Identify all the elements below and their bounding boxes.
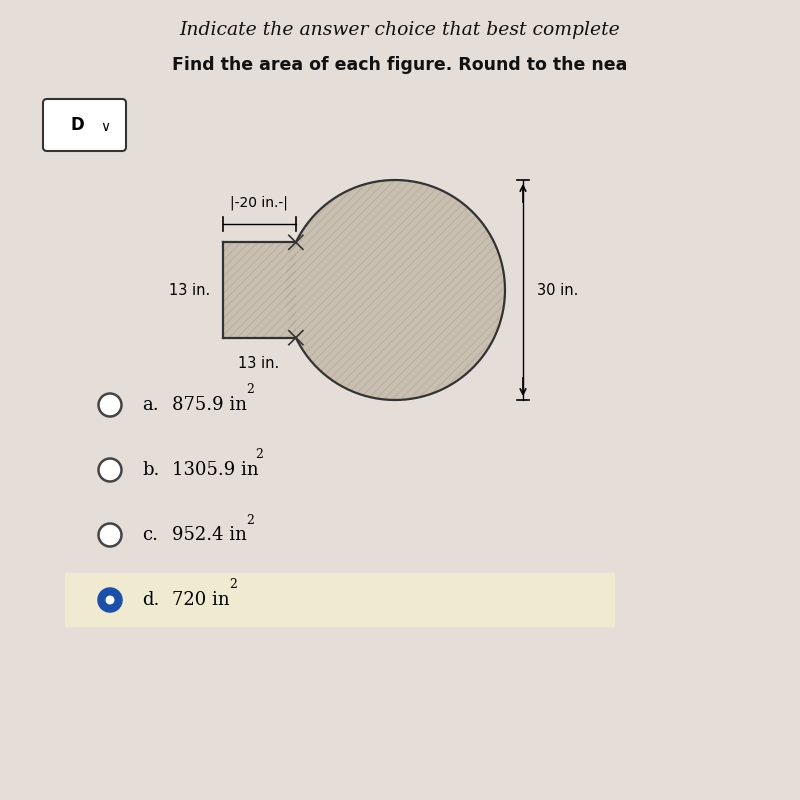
Text: 2: 2 — [255, 449, 263, 462]
Text: 30 in.: 30 in. — [537, 282, 578, 298]
Text: 2: 2 — [246, 383, 254, 397]
Text: c.: c. — [142, 526, 158, 544]
Text: d.: d. — [142, 591, 159, 609]
Text: 13 in.: 13 in. — [238, 356, 278, 370]
Bar — [222, 242, 296, 338]
Circle shape — [98, 458, 122, 482]
Text: 952.4 in: 952.4 in — [172, 526, 247, 544]
Circle shape — [98, 394, 122, 417]
Text: 875.9 in: 875.9 in — [172, 396, 247, 414]
Circle shape — [98, 523, 122, 546]
Text: Find the area of each figure. Round to the nea: Find the area of each figure. Round to t… — [172, 56, 628, 74]
Bar — [65, 573, 615, 627]
Bar — [222, 242, 296, 338]
Text: ∨: ∨ — [100, 120, 110, 134]
Text: D: D — [70, 116, 84, 134]
Text: 2: 2 — [246, 514, 254, 526]
Text: Indicate the answer choice that best complete: Indicate the answer choice that best com… — [180, 21, 620, 39]
Text: 720 in: 720 in — [172, 591, 230, 609]
FancyBboxPatch shape — [43, 99, 126, 151]
Circle shape — [285, 180, 505, 400]
Circle shape — [98, 589, 122, 611]
Text: a.: a. — [142, 396, 158, 414]
Text: |-20 in.-|: |-20 in.-| — [230, 196, 288, 210]
Text: b.: b. — [142, 461, 159, 479]
Text: 13 in.: 13 in. — [170, 282, 210, 298]
Text: 2: 2 — [229, 578, 237, 591]
Text: 1305.9 in: 1305.9 in — [172, 461, 258, 479]
Circle shape — [106, 595, 114, 605]
